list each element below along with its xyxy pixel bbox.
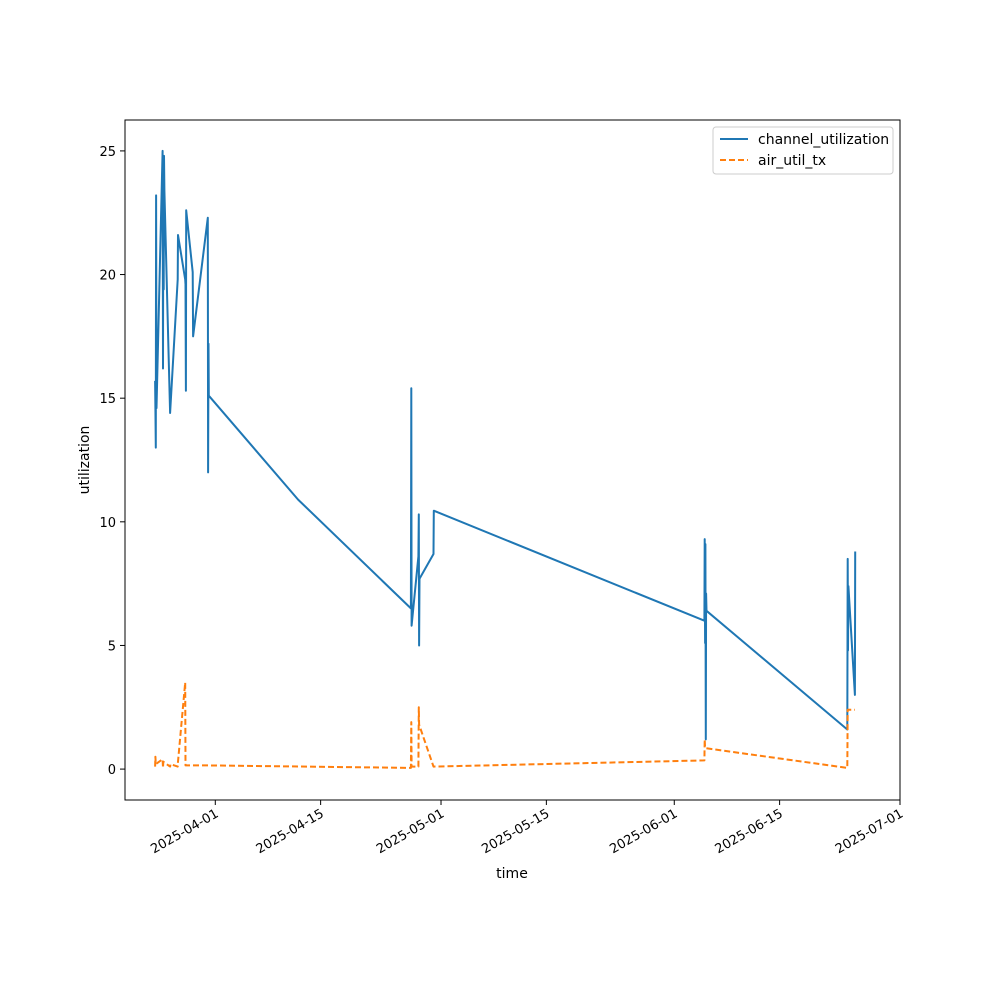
legend: channel_utilization air_util_tx <box>712 126 894 175</box>
legend-label-air-util-tx: air_util_tx <box>758 153 826 169</box>
y-tick-label: 5 <box>108 639 116 654</box>
series-line-air-util-tx <box>154 681 855 769</box>
y-axis-label: utilization <box>77 426 93 495</box>
y-axis-ticks: 0 5 10 15 20 25 <box>99 145 125 778</box>
y-tick-label: 10 <box>99 516 116 531</box>
y-tick-label: 20 <box>99 269 116 284</box>
legend-label-channel-utilization: channel_utilization <box>758 132 889 148</box>
axes-frame <box>124 119 901 801</box>
legend-box <box>712 126 894 175</box>
series-line-channel-utilization <box>154 149 857 741</box>
y-tick-label: 0 <box>108 763 116 778</box>
x-axis-label: time <box>496 866 528 882</box>
y-tick-label: 15 <box>99 392 116 407</box>
plot-lines <box>154 149 857 769</box>
y-tick-label: 25 <box>99 145 116 160</box>
